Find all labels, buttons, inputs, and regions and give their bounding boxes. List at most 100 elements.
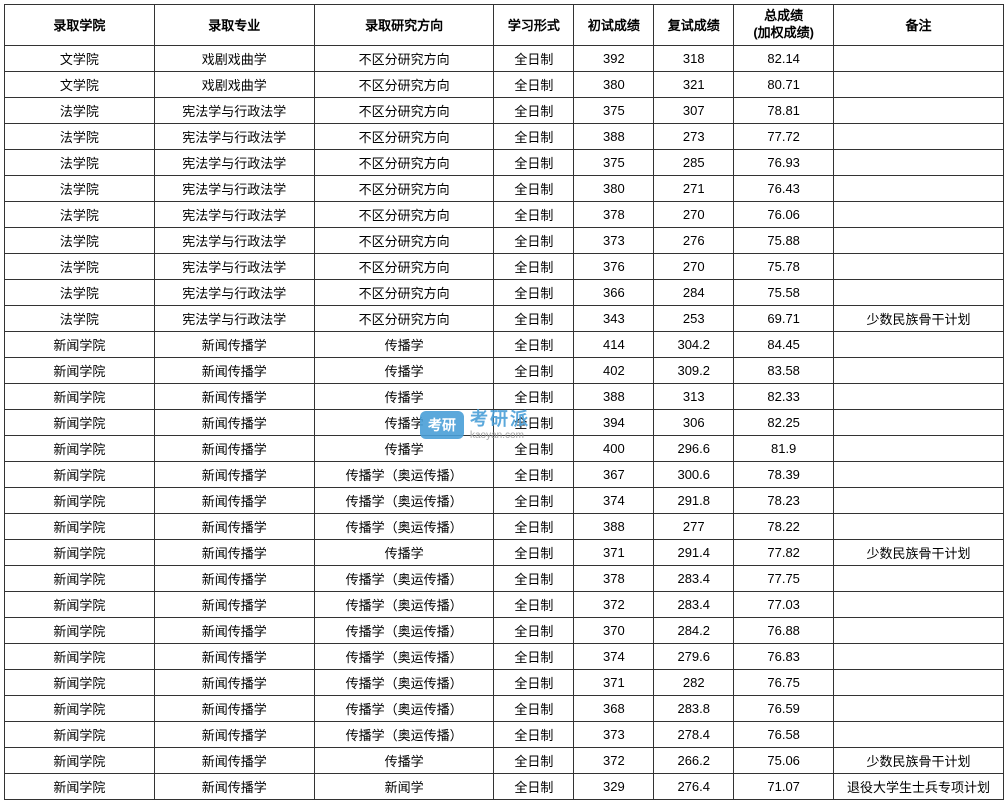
cell-direction: 传播学 bbox=[314, 539, 494, 565]
cell-prelim: 375 bbox=[574, 149, 654, 175]
cell-note bbox=[834, 201, 1004, 227]
table-row: 新闻学院新闻传播学传播学（奥运传播）全日制370284.276.88 bbox=[5, 617, 1004, 643]
cell-college: 新闻学院 bbox=[5, 409, 155, 435]
cell-study-type: 全日制 bbox=[494, 539, 574, 565]
cell-note bbox=[834, 461, 1004, 487]
cell-direction: 新闻学 bbox=[314, 773, 494, 799]
cell-direction: 传播学 bbox=[314, 435, 494, 461]
cell-prelim: 394 bbox=[574, 409, 654, 435]
cell-direction: 不区分研究方向 bbox=[314, 45, 494, 71]
cell-major: 新闻传播学 bbox=[154, 539, 314, 565]
cell-note bbox=[834, 565, 1004, 591]
cell-study-type: 全日制 bbox=[494, 357, 574, 383]
cell-prelim: 380 bbox=[574, 71, 654, 97]
cell-college: 新闻学院 bbox=[5, 513, 155, 539]
cell-prelim: 370 bbox=[574, 617, 654, 643]
cell-study-type: 全日制 bbox=[494, 513, 574, 539]
cell-prelim: 400 bbox=[574, 435, 654, 461]
cell-study-type: 全日制 bbox=[494, 617, 574, 643]
header-study-type: 学习形式 bbox=[494, 5, 574, 46]
cell-note bbox=[834, 227, 1004, 253]
cell-note bbox=[834, 357, 1004, 383]
cell-direction: 不区分研究方向 bbox=[314, 97, 494, 123]
cell-major: 宪法学与行政法学 bbox=[154, 149, 314, 175]
cell-total: 84.45 bbox=[734, 331, 834, 357]
cell-retest: 266.2 bbox=[654, 747, 734, 773]
cell-direction: 传播学 bbox=[314, 409, 494, 435]
header-college: 录取学院 bbox=[5, 5, 155, 46]
table-row: 新闻学院新闻传播学新闻学全日制329276.471.07退役大学生士兵专项计划 bbox=[5, 773, 1004, 799]
table-row: 法学院宪法学与行政法学不区分研究方向全日制36628475.58 bbox=[5, 279, 1004, 305]
cell-college: 法学院 bbox=[5, 305, 155, 331]
cell-prelim: 343 bbox=[574, 305, 654, 331]
table-row: 新闻学院新闻传播学传播学（奥运传播）全日制37128276.75 bbox=[5, 669, 1004, 695]
cell-retest: 271 bbox=[654, 175, 734, 201]
table-row: 法学院宪法学与行政法学不区分研究方向全日制38827377.72 bbox=[5, 123, 1004, 149]
cell-direction: 传播学 bbox=[314, 357, 494, 383]
cell-note bbox=[834, 695, 1004, 721]
table-row: 文学院戏剧戏曲学不区分研究方向全日制39231882.14 bbox=[5, 45, 1004, 71]
cell-study-type: 全日制 bbox=[494, 565, 574, 591]
cell-prelim: 373 bbox=[574, 721, 654, 747]
header-note: 备注 bbox=[834, 5, 1004, 46]
cell-college: 法学院 bbox=[5, 201, 155, 227]
cell-direction: 不区分研究方向 bbox=[314, 227, 494, 253]
cell-study-type: 全日制 bbox=[494, 591, 574, 617]
cell-major: 宪法学与行政法学 bbox=[154, 97, 314, 123]
cell-major: 新闻传播学 bbox=[154, 643, 314, 669]
table-row: 法学院宪法学与行政法学不区分研究方向全日制37327675.88 bbox=[5, 227, 1004, 253]
cell-prelim: 329 bbox=[574, 773, 654, 799]
cell-college: 新闻学院 bbox=[5, 435, 155, 461]
cell-college: 新闻学院 bbox=[5, 643, 155, 669]
cell-prelim: 367 bbox=[574, 461, 654, 487]
table-row: 法学院宪法学与行政法学不区分研究方向全日制37528576.93 bbox=[5, 149, 1004, 175]
cell-note bbox=[834, 721, 1004, 747]
cell-college: 新闻学院 bbox=[5, 461, 155, 487]
cell-retest: 300.6 bbox=[654, 461, 734, 487]
cell-major: 新闻传播学 bbox=[154, 409, 314, 435]
cell-direction: 传播学（奥运传播） bbox=[314, 617, 494, 643]
cell-study-type: 全日制 bbox=[494, 643, 574, 669]
cell-study-type: 全日制 bbox=[494, 383, 574, 409]
cell-direction: 传播学（奥运传播） bbox=[314, 591, 494, 617]
header-total: 总成绩 (加权成绩) bbox=[734, 5, 834, 46]
cell-note bbox=[834, 383, 1004, 409]
table-row: 新闻学院新闻传播学传播学（奥运传播）全日制367300.678.39 bbox=[5, 461, 1004, 487]
cell-retest: 291.8 bbox=[654, 487, 734, 513]
cell-direction: 不区分研究方向 bbox=[314, 149, 494, 175]
cell-retest: 291.4 bbox=[654, 539, 734, 565]
cell-college: 新闻学院 bbox=[5, 565, 155, 591]
cell-retest: 276 bbox=[654, 227, 734, 253]
cell-prelim: 371 bbox=[574, 539, 654, 565]
cell-total: 76.43 bbox=[734, 175, 834, 201]
cell-total: 71.07 bbox=[734, 773, 834, 799]
cell-direction: 传播学（奥运传播） bbox=[314, 669, 494, 695]
header-major: 录取专业 bbox=[154, 5, 314, 46]
cell-major: 宪法学与行政法学 bbox=[154, 175, 314, 201]
cell-total: 69.71 bbox=[734, 305, 834, 331]
cell-retest: 284.2 bbox=[654, 617, 734, 643]
cell-college: 新闻学院 bbox=[5, 383, 155, 409]
cell-prelim: 392 bbox=[574, 45, 654, 71]
cell-retest: 318 bbox=[654, 45, 734, 71]
cell-direction: 传播学（奥运传播） bbox=[314, 695, 494, 721]
cell-retest: 282 bbox=[654, 669, 734, 695]
cell-retest: 277 bbox=[654, 513, 734, 539]
cell-note bbox=[834, 409, 1004, 435]
cell-study-type: 全日制 bbox=[494, 487, 574, 513]
table-row: 法学院宪法学与行政法学不区分研究方向全日制38027176.43 bbox=[5, 175, 1004, 201]
cell-total: 77.82 bbox=[734, 539, 834, 565]
cell-college: 新闻学院 bbox=[5, 487, 155, 513]
cell-prelim: 371 bbox=[574, 669, 654, 695]
cell-total: 78.22 bbox=[734, 513, 834, 539]
cell-study-type: 全日制 bbox=[494, 149, 574, 175]
cell-total: 76.83 bbox=[734, 643, 834, 669]
cell-total: 75.58 bbox=[734, 279, 834, 305]
cell-major: 新闻传播学 bbox=[154, 669, 314, 695]
table-header: 录取学院 录取专业 录取研究方向 学习形式 初试成绩 复试成绩 总成绩 (加权成… bbox=[5, 5, 1004, 46]
cell-study-type: 全日制 bbox=[494, 461, 574, 487]
cell-study-type: 全日制 bbox=[494, 721, 574, 747]
cell-prelim: 372 bbox=[574, 591, 654, 617]
cell-total: 78.81 bbox=[734, 97, 834, 123]
cell-total: 83.58 bbox=[734, 357, 834, 383]
